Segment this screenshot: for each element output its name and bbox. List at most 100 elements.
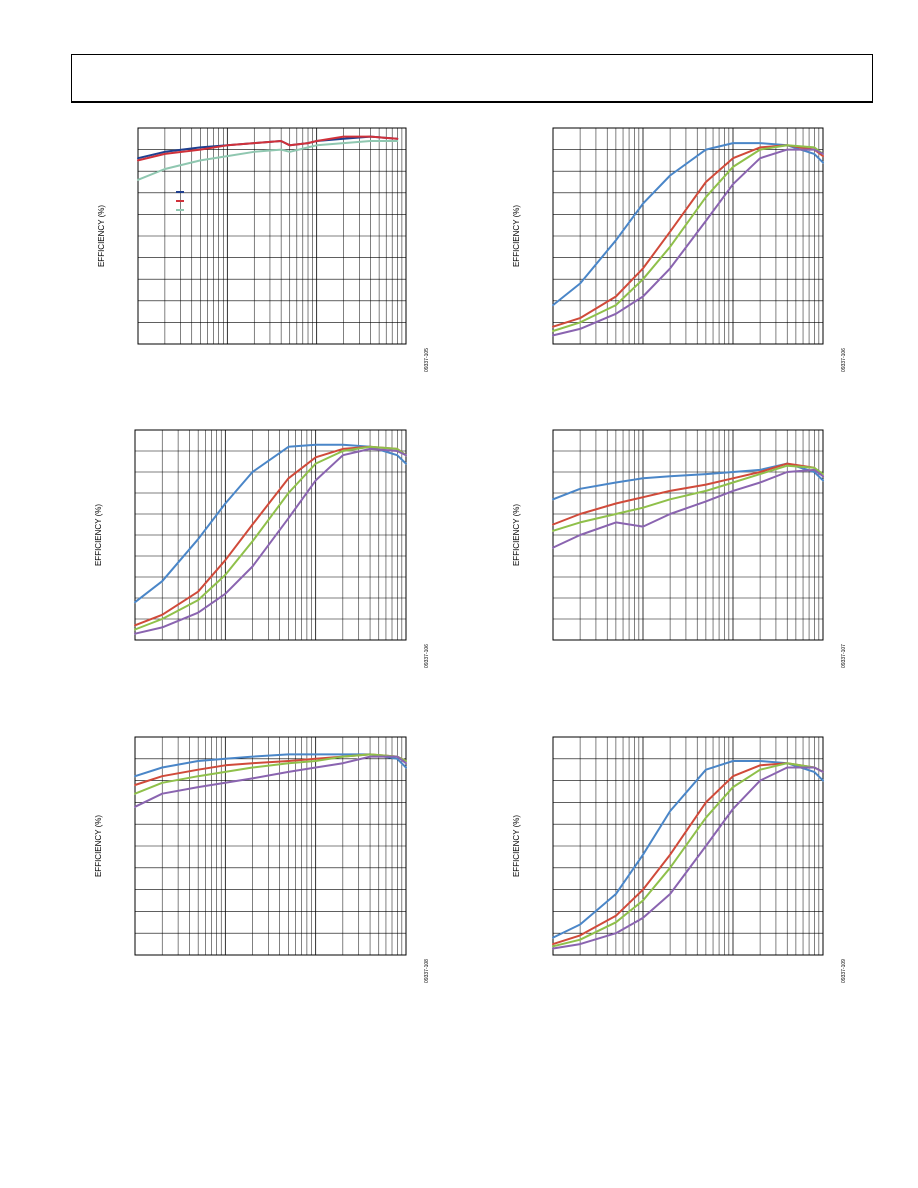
efficiency-chart-2: EFFICIENCY (%) 09337-106 — [512, 127, 847, 372]
data-point — [197, 786, 199, 788]
data-point — [315, 758, 317, 760]
data-point — [161, 782, 163, 784]
data-point — [226, 144, 228, 146]
data-point — [251, 777, 254, 780]
data-point — [251, 471, 254, 473]
y-axis-label: EFFICIENCY (%) — [512, 815, 521, 877]
data-point — [579, 939, 581, 941]
data-point — [786, 465, 788, 467]
data-point — [287, 771, 290, 773]
page-header-box — [71, 54, 873, 103]
data-point — [396, 756, 398, 758]
figure-id: 09337-107 — [841, 644, 847, 668]
data-point — [134, 624, 136, 626]
data-point — [822, 475, 824, 477]
data-point — [224, 771, 226, 773]
data-point — [316, 144, 318, 146]
data-point — [405, 454, 407, 456]
data-point — [705, 845, 707, 847]
data-point — [615, 481, 617, 484]
data-point — [134, 793, 136, 795]
data-point — [615, 513, 617, 515]
data-point — [642, 854, 644, 856]
data-point — [289, 151, 291, 153]
data-point — [342, 753, 344, 756]
data-point — [287, 477, 290, 479]
data-point — [822, 771, 824, 773]
data-point — [137, 179, 139, 181]
data-point — [287, 517, 290, 519]
data-point — [732, 183, 734, 185]
data-point — [369, 446, 371, 448]
data-point — [405, 766, 407, 769]
data-point — [579, 923, 581, 926]
data-point — [343, 142, 345, 144]
data-point — [396, 450, 398, 452]
data-point — [732, 166, 734, 168]
data-point — [579, 321, 581, 323]
data-point — [197, 538, 199, 540]
data-point — [396, 758, 398, 760]
data-point — [813, 153, 815, 155]
data-point — [732, 786, 734, 788]
data-point — [405, 463, 407, 465]
data-point — [552, 498, 554, 500]
data-point — [579, 488, 581, 490]
efficiency-chart-1: EFFICIENCY (%) 09337-105 — [97, 127, 430, 372]
data-point — [342, 444, 344, 446]
data-point — [759, 146, 761, 148]
data-point — [669, 490, 671, 492]
data-point — [164, 153, 166, 155]
data-point — [669, 475, 671, 477]
data-point — [705, 220, 707, 222]
data-point — [197, 775, 199, 777]
data-point — [552, 330, 554, 332]
data-point — [251, 523, 254, 526]
data-point — [786, 766, 788, 769]
data-point — [759, 481, 761, 484]
data-point — [732, 477, 734, 479]
data-point — [251, 766, 254, 769]
data-point — [759, 157, 761, 159]
y-axis-label: EFFICIENCY (%) — [94, 504, 103, 566]
figure-id: 09337-106 — [841, 348, 847, 372]
data-point — [732, 490, 734, 492]
data-point — [224, 593, 226, 595]
data-point — [669, 867, 671, 869]
data-point — [161, 614, 163, 616]
data-point — [315, 444, 317, 446]
data-point — [705, 181, 707, 183]
data-point — [615, 521, 617, 524]
data-point — [552, 530, 554, 532]
data-point — [759, 769, 761, 771]
figure-id: 09337-108 — [424, 959, 430, 983]
data-point — [705, 196, 707, 198]
data-point — [315, 753, 317, 756]
data-point — [253, 142, 255, 144]
data-point — [579, 934, 581, 937]
data-point — [822, 162, 824, 164]
data-point — [280, 140, 282, 142]
data-point — [342, 448, 344, 450]
data-point — [732, 157, 734, 159]
data-point — [732, 775, 734, 777]
series-line-3 — [137, 140, 399, 181]
data-point — [315, 456, 317, 458]
data-point — [732, 808, 734, 810]
data-point — [342, 454, 344, 456]
data-point — [705, 500, 707, 502]
data-point — [161, 766, 163, 769]
data-point — [822, 479, 824, 481]
data-point — [134, 633, 136, 635]
data-point — [759, 760, 761, 762]
figure-id: 09337-106 — [424, 644, 430, 668]
y-axis-label: EFFICIENCY (%) — [512, 205, 521, 267]
data-point — [134, 806, 136, 808]
data-point — [759, 473, 761, 475]
y-axis-label: EFFICIENCY (%) — [94, 815, 103, 877]
data-point — [343, 136, 345, 138]
data-point — [137, 159, 139, 161]
data-point — [287, 446, 290, 448]
data-point — [786, 149, 788, 151]
data-point — [251, 762, 254, 764]
